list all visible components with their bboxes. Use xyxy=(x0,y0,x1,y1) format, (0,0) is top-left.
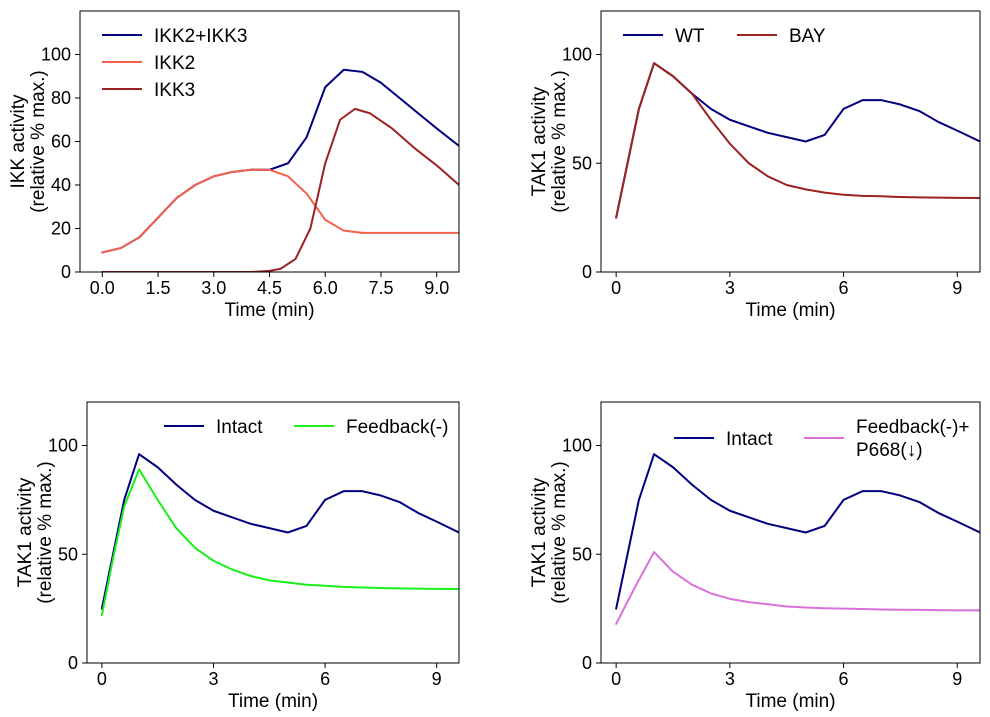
legend-label: Feedback(-)+ xyxy=(856,417,970,438)
y-tick-label: 100 xyxy=(48,436,78,456)
chart-panel-2: 0 3 6 9 0 50 100 Time (min) TAK1 activity (relati… xyxy=(529,10,981,321)
y-tick-label: 100 xyxy=(41,45,71,65)
y-tick-label: 100 xyxy=(562,436,592,456)
y-tick-label: 20 xyxy=(51,219,71,239)
legend-label: IKK2+IKK3 xyxy=(154,26,247,47)
series-line-2 xyxy=(615,551,980,625)
legend-label: Feedback(-) xyxy=(346,417,448,438)
series-line-2 xyxy=(100,468,459,617)
x-tick-label: 0 xyxy=(97,669,107,689)
series-line-1 xyxy=(100,453,459,610)
x-tick-label: 9.0 xyxy=(424,278,449,298)
y-tick-label: 100 xyxy=(562,45,592,65)
legend-label: BAY xyxy=(789,26,826,47)
y-axis-label: TAK1 activity xyxy=(15,477,36,587)
chart-panel-3: 0 3 6 9 0 50 100 Time (min) TAK1 activity (relati… xyxy=(15,401,460,712)
x-tick-label: 4.5 xyxy=(257,278,282,298)
x-tick-label: 1.5 xyxy=(146,278,171,298)
x-axis-label: Time (min) xyxy=(745,300,835,321)
x-tick-label: 3 xyxy=(725,278,735,298)
y-axis-label-units: (relative % max.) xyxy=(28,70,49,213)
y-tick-label: 0 xyxy=(68,653,78,673)
legend: WT BAY xyxy=(623,26,826,47)
y-axis-label: IKK activity xyxy=(8,94,29,188)
y-axis-label-units: (relative % max.) xyxy=(549,461,570,604)
y-axis-label: TAK1 activity xyxy=(529,86,550,196)
x-axis-label: Time (min) xyxy=(745,691,835,712)
x-tick-label: 3 xyxy=(208,669,218,689)
y-tick-label: 60 xyxy=(51,132,71,152)
legend: IKK2+IKK3 IKK2 IKK3 xyxy=(102,26,247,101)
plot-frame xyxy=(600,10,981,273)
series-line-2 xyxy=(101,168,459,254)
x-tick-label: 3.0 xyxy=(201,278,226,298)
plot-frame xyxy=(600,401,981,664)
legend-label: IKK2 xyxy=(154,53,195,74)
y-axis-label-units: (relative % max.) xyxy=(549,70,570,213)
chart-panel-1: 0.0 1.5 3.0 4.5 6.0 7.5 9.0 0 20 40 60 80 100 Time (m… xyxy=(8,10,460,321)
y-tick-label: 50 xyxy=(572,153,592,173)
x-tick-label: 7.5 xyxy=(368,278,393,298)
x-tick-label: 6.0 xyxy=(313,278,338,298)
y-tick-label: 0 xyxy=(582,653,592,673)
legend: Intact Feedback(-)+P668(↓) xyxy=(674,417,970,461)
y-axis-label: TAK1 activity xyxy=(529,477,550,587)
plot-frame xyxy=(86,401,460,664)
x-tick-label: 0.0 xyxy=(90,278,115,298)
legend-label: Intact xyxy=(216,417,263,438)
y-tick-label: 0 xyxy=(61,262,71,282)
x-tick-label: 0 xyxy=(611,669,621,689)
series-line-2 xyxy=(615,62,980,219)
x-tick-label: 3 xyxy=(725,669,735,689)
x-tick-label: 9 xyxy=(432,669,442,689)
x-tick-label: 6 xyxy=(839,278,849,298)
y-axis-label-units: (relative % max.) xyxy=(35,461,56,604)
legend-label-line2: P668(↓) xyxy=(856,440,923,461)
y-tick-label: 50 xyxy=(58,544,78,564)
legend-label: Intact xyxy=(726,429,773,450)
x-tick-label: 9 xyxy=(952,669,962,689)
series-line-1 xyxy=(615,453,980,610)
series-line-3 xyxy=(101,107,459,272)
legend-label: WT xyxy=(675,26,705,47)
y-tick-label: 0 xyxy=(582,262,592,282)
x-tick-label: 0 xyxy=(611,278,621,298)
x-tick-label: 9 xyxy=(952,278,962,298)
legend: Intact Feedback(-) xyxy=(164,417,448,438)
x-axis-label: Time (min) xyxy=(228,691,318,712)
x-tick-label: 6 xyxy=(839,669,849,689)
x-tick-label: 6 xyxy=(320,669,330,689)
chart-panel-4: 0 3 6 9 0 50 100 Time (min) TAK1 activity (relati… xyxy=(529,401,981,712)
y-tick-label: 80 xyxy=(51,88,71,108)
series-line-1 xyxy=(615,62,980,219)
y-tick-label: 50 xyxy=(572,544,592,564)
legend-label: IKK3 xyxy=(154,80,195,101)
y-tick-label: 40 xyxy=(51,175,71,195)
x-axis-label: Time (min) xyxy=(224,300,314,321)
